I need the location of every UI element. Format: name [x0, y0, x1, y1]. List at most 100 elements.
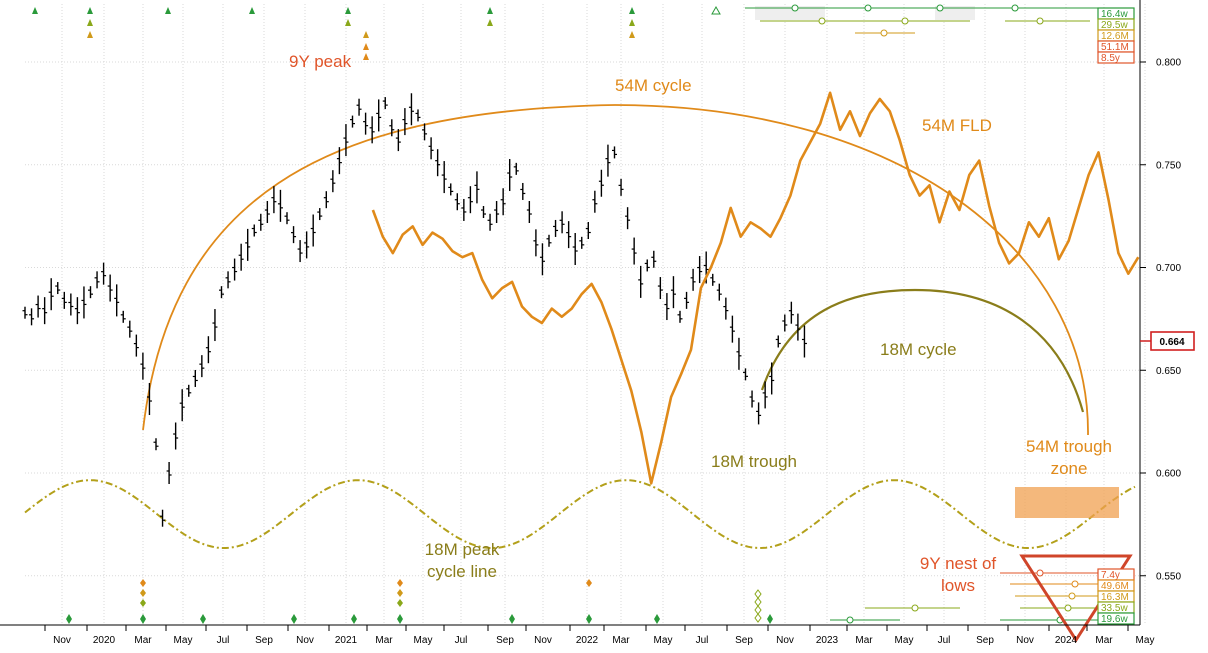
annotation-6: zone	[1051, 459, 1088, 478]
price-bars	[22, 93, 807, 527]
top-badge-3: 51.1M	[1101, 42, 1129, 53]
x-tick-label-5: Sep	[255, 635, 273, 646]
current-price-box	[1150, 331, 1195, 351]
top-marker-b-3	[629, 19, 635, 26]
x-tick-label-6: Nov	[296, 635, 314, 646]
top-marker-2	[165, 7, 171, 14]
top-marker-open	[711, 5, 721, 15]
x-tick-label-12: Nov	[534, 635, 552, 646]
bottom-marker-stack-6	[586, 579, 592, 587]
cycle-projection-lines	[745, 4, 1105, 624]
x-tick-label-9: May	[414, 635, 433, 646]
top-marker-1	[87, 7, 93, 14]
x-tick-label-16: Jul	[696, 635, 709, 646]
top-badge-0: 16.4w	[1101, 9, 1128, 20]
top-marker-b-1	[345, 19, 351, 26]
proj-dot-4	[818, 17, 826, 25]
top-marker-c-1	[363, 31, 369, 38]
x-tick-label-21: May	[895, 635, 914, 646]
proj-dot-5	[901, 17, 909, 25]
bottom-marker-stack-2	[140, 599, 146, 607]
proj-bdot-4	[911, 604, 919, 612]
long-cycle-arc	[142, 104, 1089, 436]
proj-bdot-1	[1071, 580, 1079, 588]
bottom-marker-open-1	[754, 597, 762, 607]
proj-dot-1	[864, 4, 872, 12]
bottom-marker-6	[509, 614, 515, 624]
x-tick-label-15: May	[654, 635, 673, 646]
proj-dot-7	[880, 29, 888, 37]
proj-bdot-5	[846, 616, 854, 624]
x-tick-label-1: 2020	[93, 635, 116, 646]
proj-dot-0	[791, 4, 799, 12]
bottom-marker-9	[767, 614, 773, 624]
bottom-marker-2	[200, 614, 206, 624]
fld-line	[371, 91, 1140, 485]
x-tick-label-13: 2022	[576, 635, 599, 646]
top-badge-2: 12.6M	[1101, 31, 1129, 42]
proj-dot-2	[936, 4, 944, 12]
x-tick-label-8: Mar	[375, 635, 393, 646]
annotation-5: 54M trough	[1026, 437, 1112, 456]
bottom-badge-box-4	[1097, 612, 1135, 625]
x-tick-label-4: Jul	[217, 635, 230, 646]
annotation-8: cycle line	[427, 562, 497, 581]
bottom-marker-open-2	[754, 605, 762, 615]
annotation-2: 54M FLD	[922, 116, 992, 135]
bottom-marker-stack-5	[397, 599, 403, 607]
bottom-marker-stack-0	[140, 579, 146, 587]
bottom-marker-8	[654, 614, 660, 624]
x-tick-label-17: Sep	[735, 635, 753, 646]
top-marker-b-2	[487, 19, 493, 26]
bottom-badge-2: 16.3M	[1101, 592, 1129, 603]
y-tick-label-4: 0.750	[1156, 160, 1181, 171]
top-badge-box-4	[1097, 51, 1135, 64]
x-tick-label-23: Sep	[976, 635, 994, 646]
bottom-marker-4	[351, 614, 357, 624]
bottom-badge-3: 33.5w	[1101, 603, 1128, 614]
x-tick-label-10: Jul	[455, 635, 468, 646]
proj-dot-6	[1036, 17, 1044, 25]
annotation-1: 54M cycle	[615, 76, 692, 95]
top-marker-3	[249, 7, 255, 14]
annotation-4: 18M trough	[711, 452, 797, 471]
top-marker-4	[345, 7, 351, 14]
top-marker-d-0	[363, 43, 369, 50]
bottom-marker-3	[291, 614, 297, 624]
top-marker-c-0	[87, 31, 93, 38]
proj-shade-1	[755, 6, 825, 20]
y-tick-label-2: 0.650	[1156, 366, 1181, 377]
proj-bdot-2	[1068, 592, 1076, 600]
x-tick-label-19: 2023	[816, 635, 839, 646]
grid-lines	[25, 4, 1146, 625]
x-tick-label-3: May	[174, 635, 193, 646]
axes: 0.550 0.600 0.650 0.700 0.750 0.800 Nov 2020 Mar…	[0, 0, 1195, 646]
x-tick-label-26: Mar	[1095, 635, 1113, 646]
annotation-7: 18M peak	[425, 540, 500, 559]
x-tick-label-0: Nov	[53, 635, 71, 646]
top-marker-c-2	[629, 31, 635, 38]
annotation-10: lows	[941, 576, 975, 595]
chart-annotations: 9Y peak 54M cycle 54M FLD 18M cycle 18M trou…	[289, 52, 1112, 595]
top-marker-d-1	[363, 53, 369, 60]
annotation-3: 18M cycle	[880, 340, 957, 359]
top-marker-5	[487, 7, 493, 14]
current-price-label: 0.664	[1159, 337, 1184, 348]
fld-series	[371, 91, 1140, 485]
proj-bdot-0	[1036, 569, 1044, 577]
x-tick-label-24: Nov	[1016, 635, 1034, 646]
peak-cycle-sine	[24, 479, 1136, 550]
proj-shade-2	[935, 6, 975, 20]
y-tick-label-5: 0.800	[1156, 58, 1181, 69]
y-tick-label-1: 0.600	[1156, 469, 1181, 480]
y-tick-label-0: 0.550	[1156, 571, 1181, 582]
bottom-marker-0	[66, 614, 72, 624]
annotation-9: 9Y nest of	[920, 554, 997, 573]
annotation-0: 9Y peak	[289, 52, 352, 71]
bottom-marker-open-0	[754, 589, 762, 599]
x-tick-label-25: 2024	[1055, 635, 1078, 646]
bottom-marker-stack-4	[397, 589, 403, 597]
trough-zone-box	[1015, 487, 1119, 518]
